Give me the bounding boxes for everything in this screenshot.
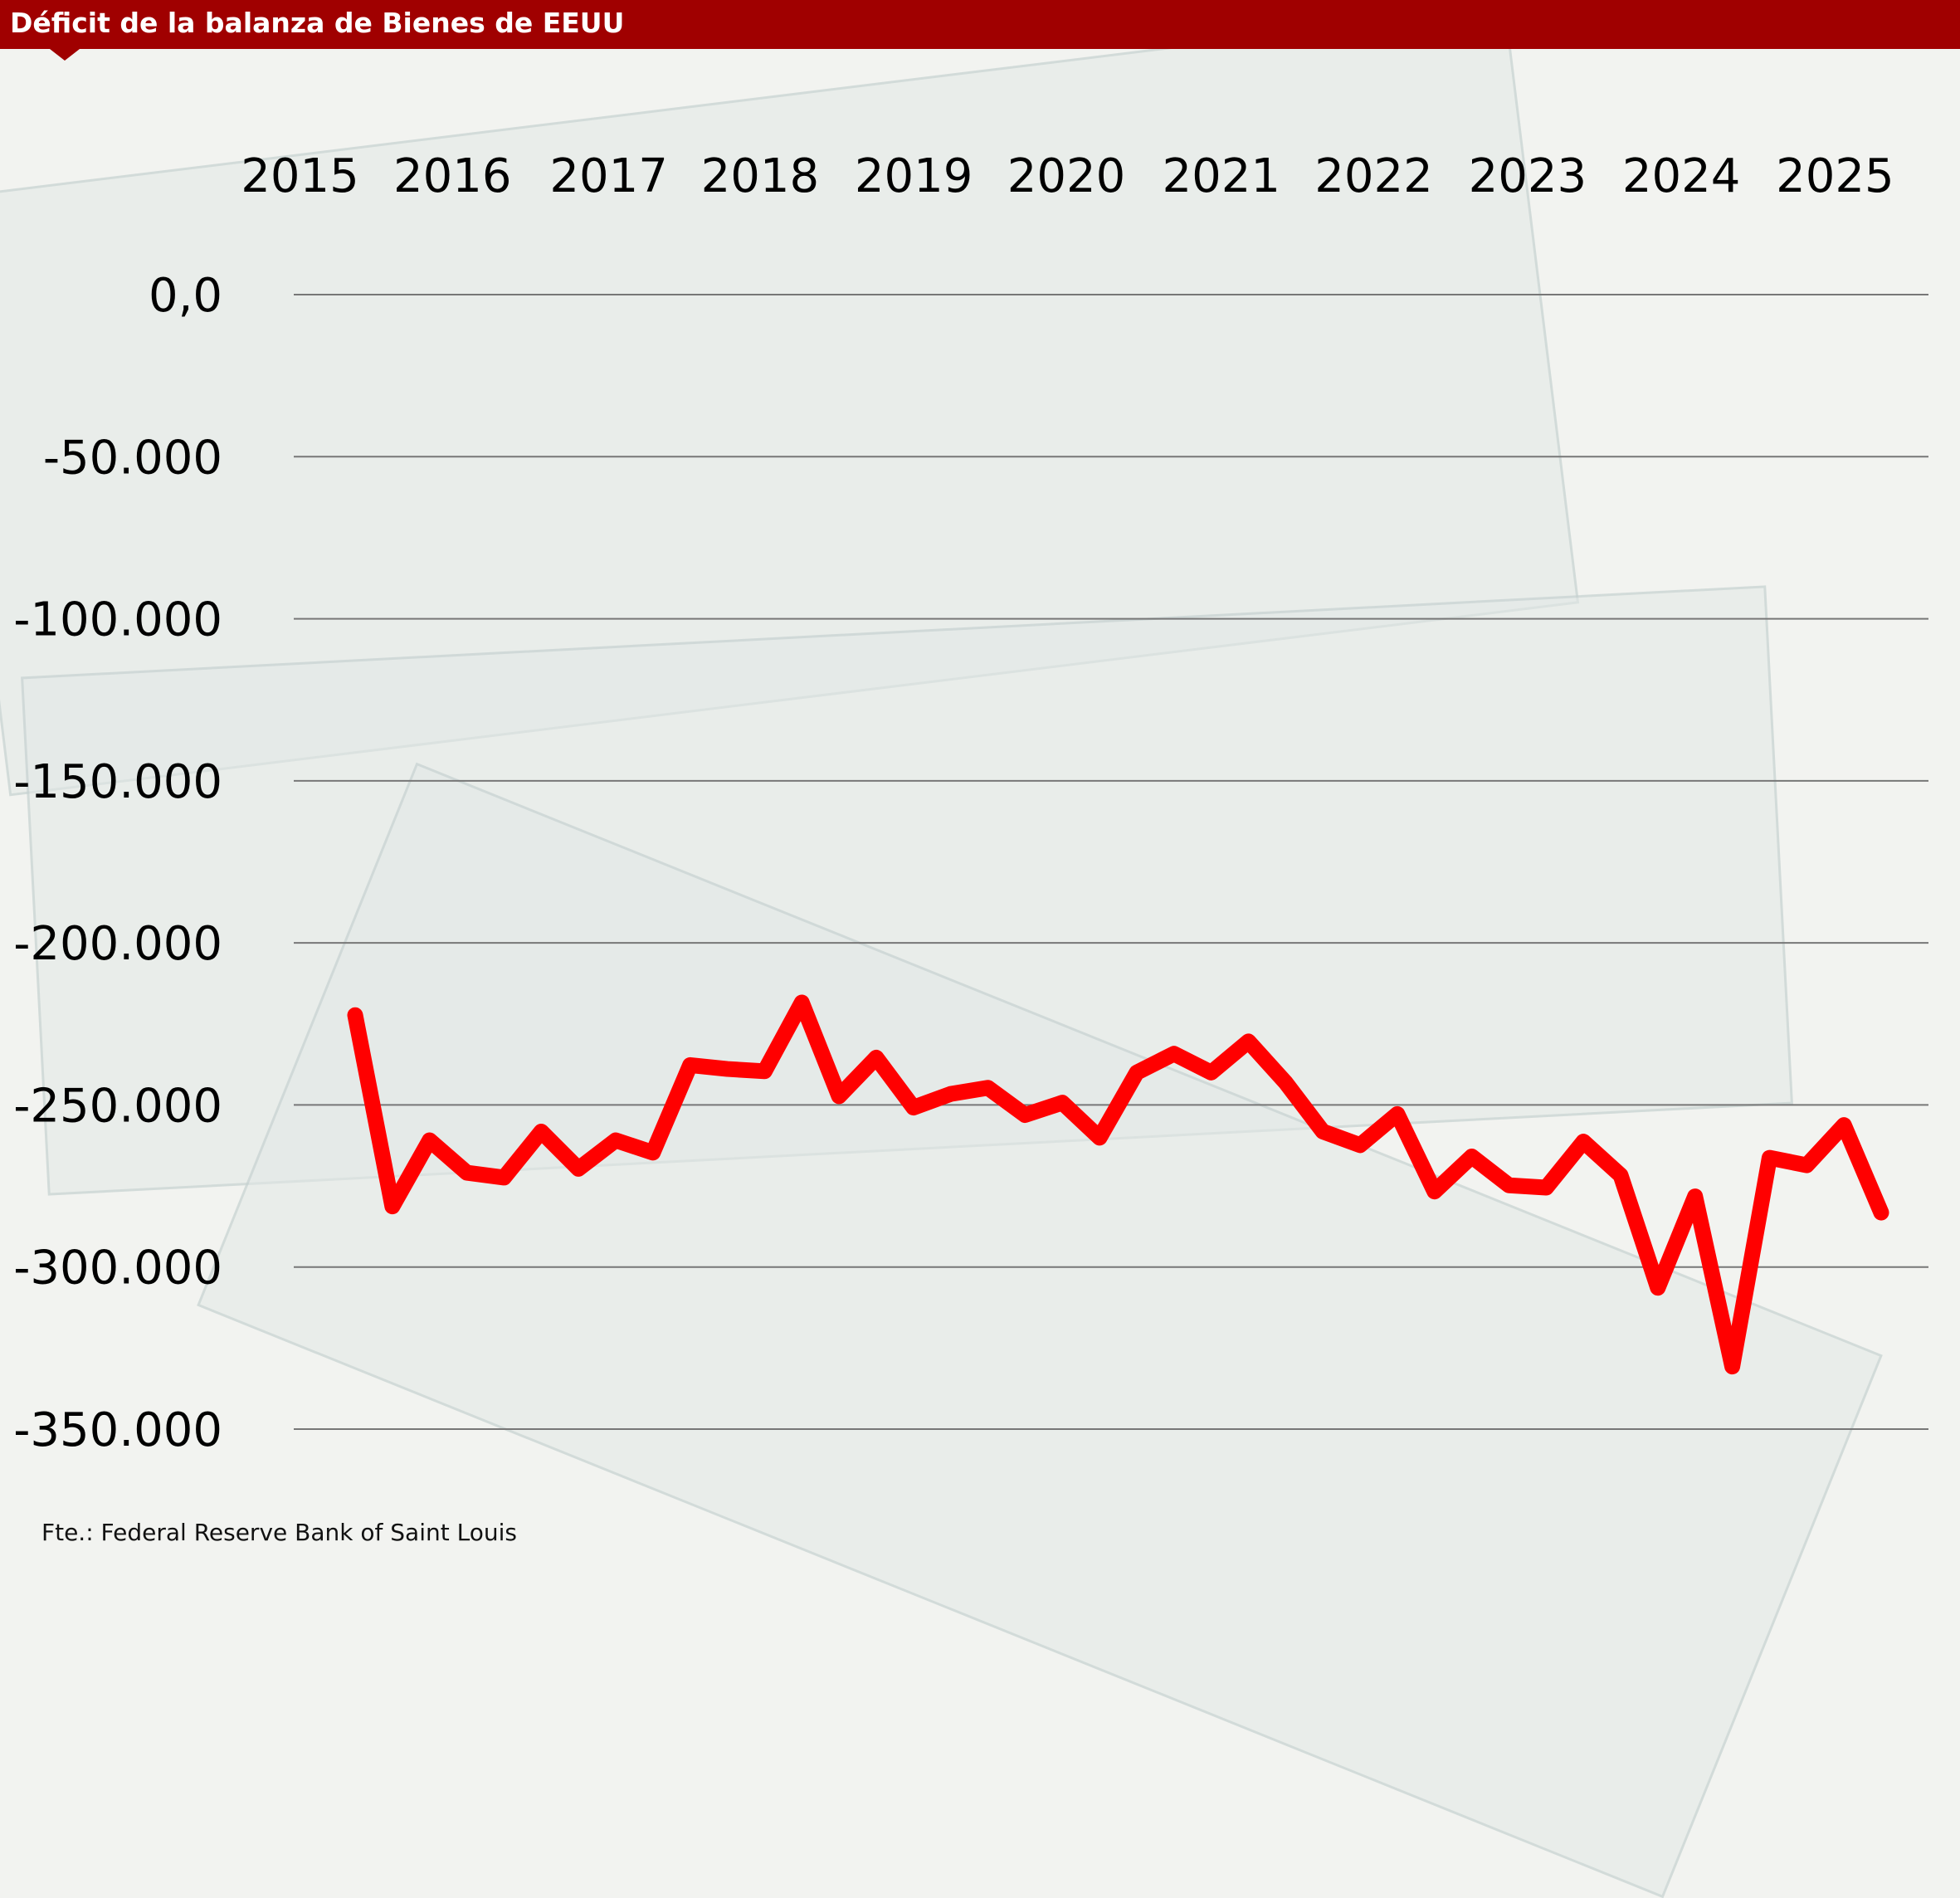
series-line (355, 1003, 1881, 1367)
x-tick-label: 2022 (1314, 149, 1433, 203)
y-tick-label: -350.000 (13, 1403, 222, 1457)
x-tick-label: 2016 (393, 149, 512, 203)
y-tick-label: -200.000 (13, 917, 222, 971)
y-tick-label: -250.000 (13, 1079, 222, 1133)
x-tick-label: 2021 (1162, 149, 1280, 203)
x-tick-label: 2019 (855, 149, 973, 203)
y-tick-label: 0,0 (149, 269, 222, 323)
y-tick-label: -150.000 (13, 755, 222, 809)
x-tick-label: 2023 (1469, 149, 1587, 203)
y-tick-label: -50.000 (43, 431, 222, 485)
x-tick-label: 2015 (241, 149, 359, 203)
y-tick-label: -100.000 (13, 593, 222, 647)
y-tick-label: -300.000 (13, 1242, 222, 1295)
x-tick-label: 2020 (1007, 149, 1126, 203)
chart: 0,0 -50.000 -100.000 -150.000 -200.000 -250.0… (0, 0, 1960, 1569)
x-tick-label: 2018 (701, 149, 820, 203)
x-tick-label: 2017 (549, 149, 668, 203)
x-tick-label: 2025 (1776, 149, 1894, 203)
source-note: Fte.: Federal Reserve Bank of Saint Loui… (41, 1519, 517, 1546)
x-tick-label: 2024 (1622, 149, 1741, 203)
